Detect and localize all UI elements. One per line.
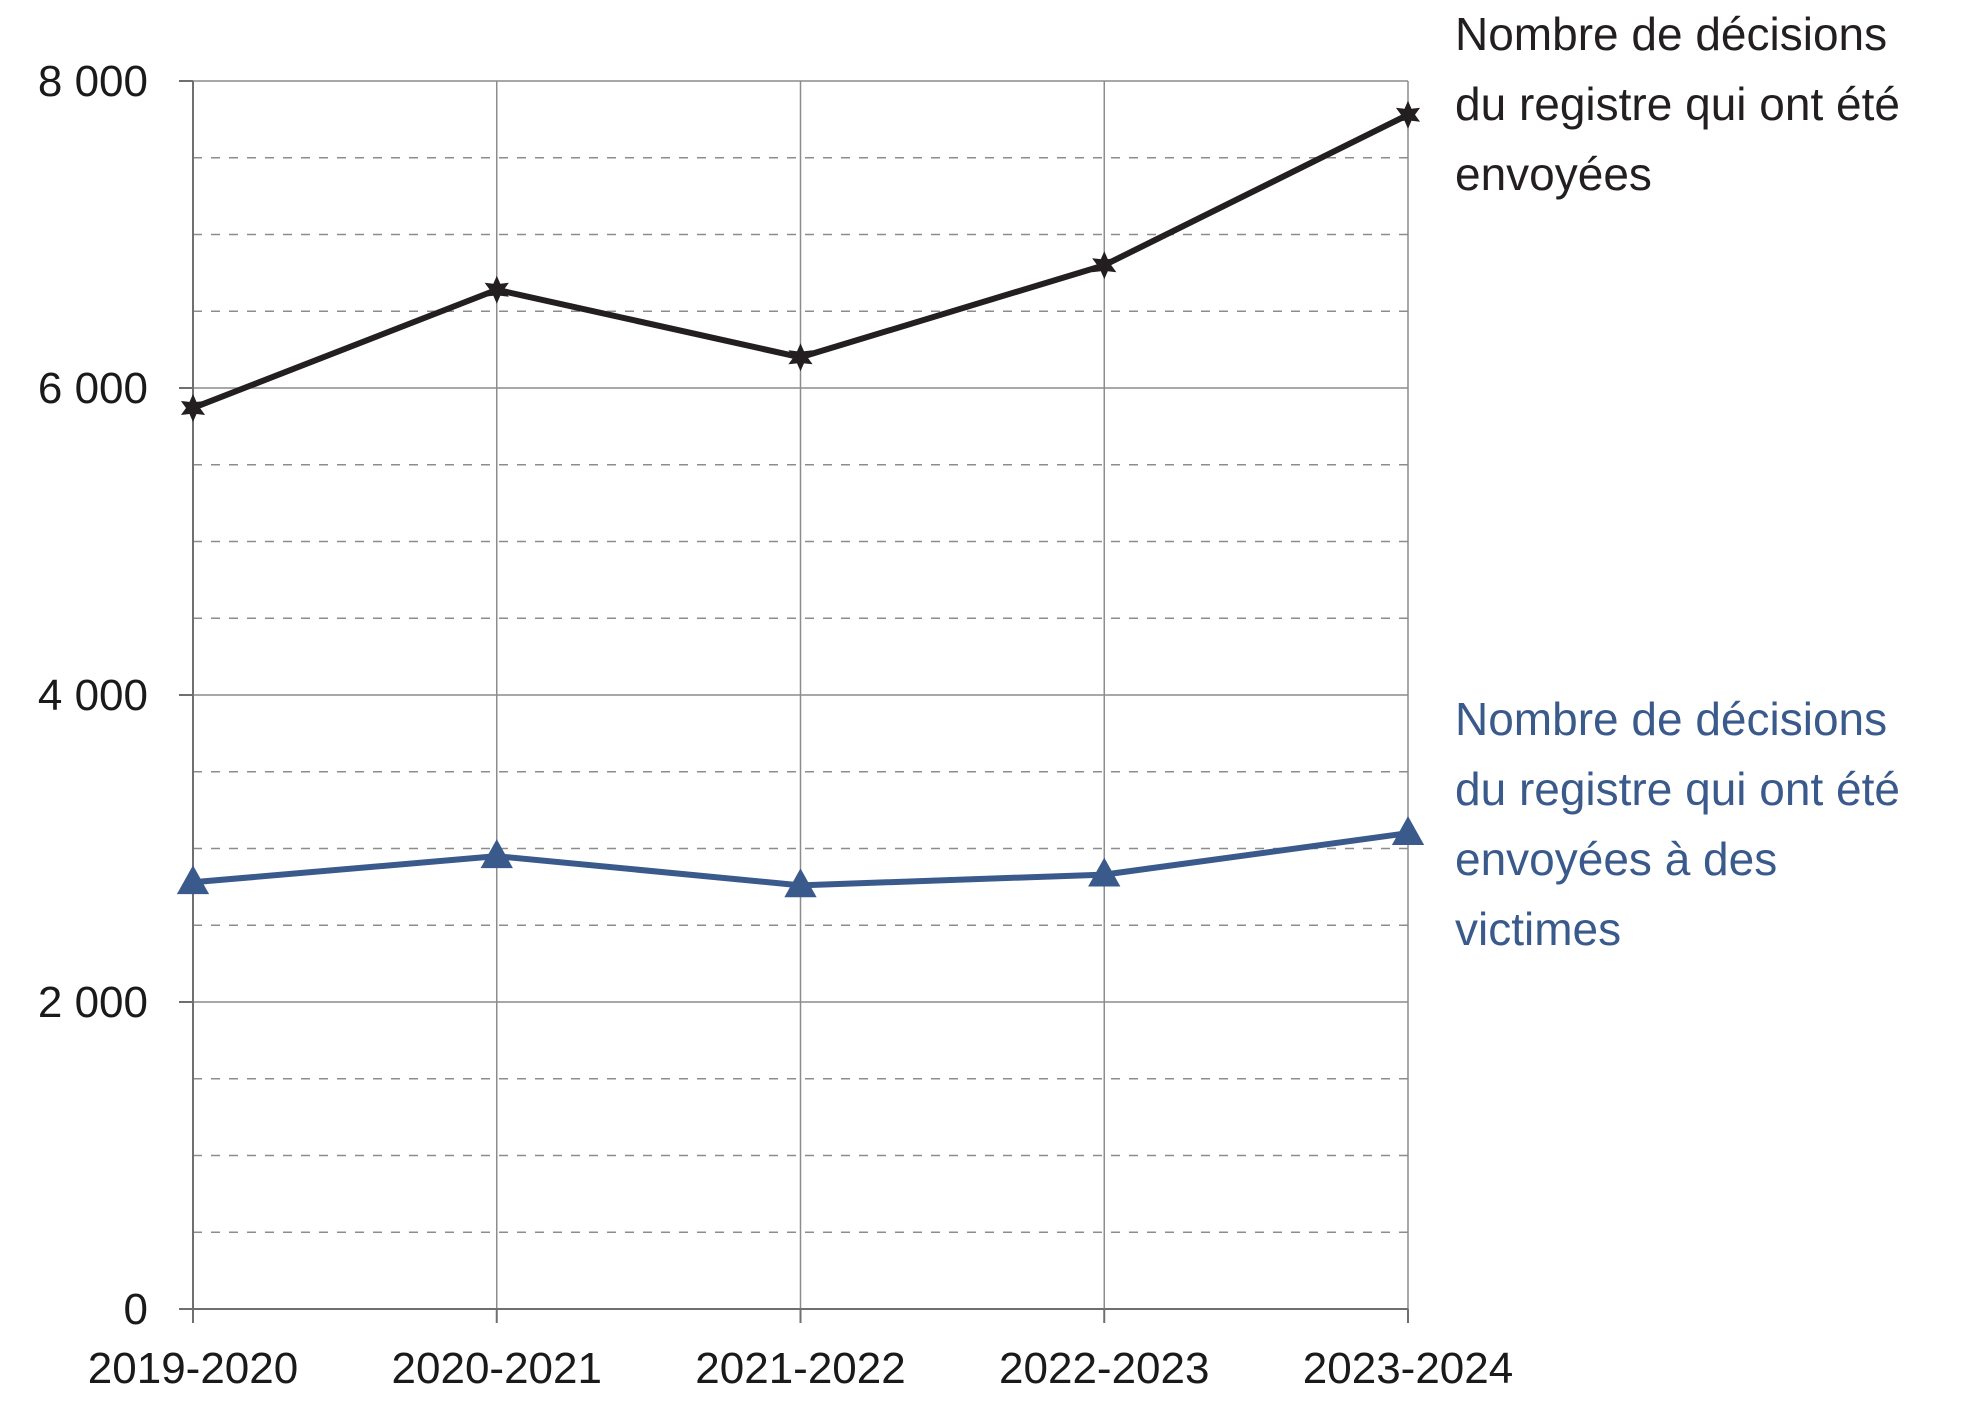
series-label-2: Nombre de décisions du registre qui ont é… — [1455, 693, 1900, 955]
data-point — [788, 343, 813, 372]
x-tick-label: 2019-2020 — [88, 1344, 298, 1393]
series-label-line: envoyées — [1455, 148, 1652, 200]
y-tick-label: 4 000 — [38, 671, 148, 720]
x-tick-label: 2023-2024 — [1303, 1344, 1513, 1393]
data-point — [480, 839, 513, 869]
y-axis-tick-labels: 0 2 000 4 000 6 000 8 000 — [38, 57, 148, 1334]
x-tick-label: 2020-2021 — [392, 1344, 602, 1393]
series-label-line: du registre qui ont été — [1455, 763, 1900, 815]
y-tick-label: 2 000 — [38, 978, 148, 1027]
series-label-1: Nombre de décisions du registre qui ont é… — [1455, 8, 1900, 200]
minor-gridlines — [193, 157, 1408, 1233]
y-tick-label: 0 — [124, 1285, 148, 1334]
x-axis-tick-labels: 2019-2020 2020-2021 2021-2022 2022-2023 2023… — [88, 1344, 1513, 1393]
data-point — [1092, 251, 1117, 280]
axes — [179, 80, 1409, 1323]
series-lines — [176, 100, 1425, 898]
data-point — [1395, 100, 1421, 129]
data-point — [784, 868, 817, 898]
series-label-line: du registre qui ont été — [1455, 78, 1900, 130]
data-point — [176, 865, 210, 895]
y-tick-label: 8 000 — [38, 57, 148, 106]
data-point — [1088, 857, 1121, 887]
data-point — [484, 275, 509, 304]
series-label-line: Nombre de décisions — [1455, 693, 1887, 745]
y-tick-label: 6 000 — [38, 364, 148, 413]
series-label-line: envoyées à des — [1455, 833, 1777, 885]
x-tick-label: 2021-2022 — [695, 1344, 905, 1393]
series-label-line: victimes — [1455, 903, 1621, 955]
series-label-line: Nombre de décisions — [1455, 8, 1887, 60]
data-point — [1391, 816, 1425, 846]
series-labels: Nombre de décisions du registre qui ont é… — [1455, 8, 1900, 955]
x-tick-label: 2022-2023 — [999, 1344, 1209, 1393]
data-point — [180, 394, 206, 422]
